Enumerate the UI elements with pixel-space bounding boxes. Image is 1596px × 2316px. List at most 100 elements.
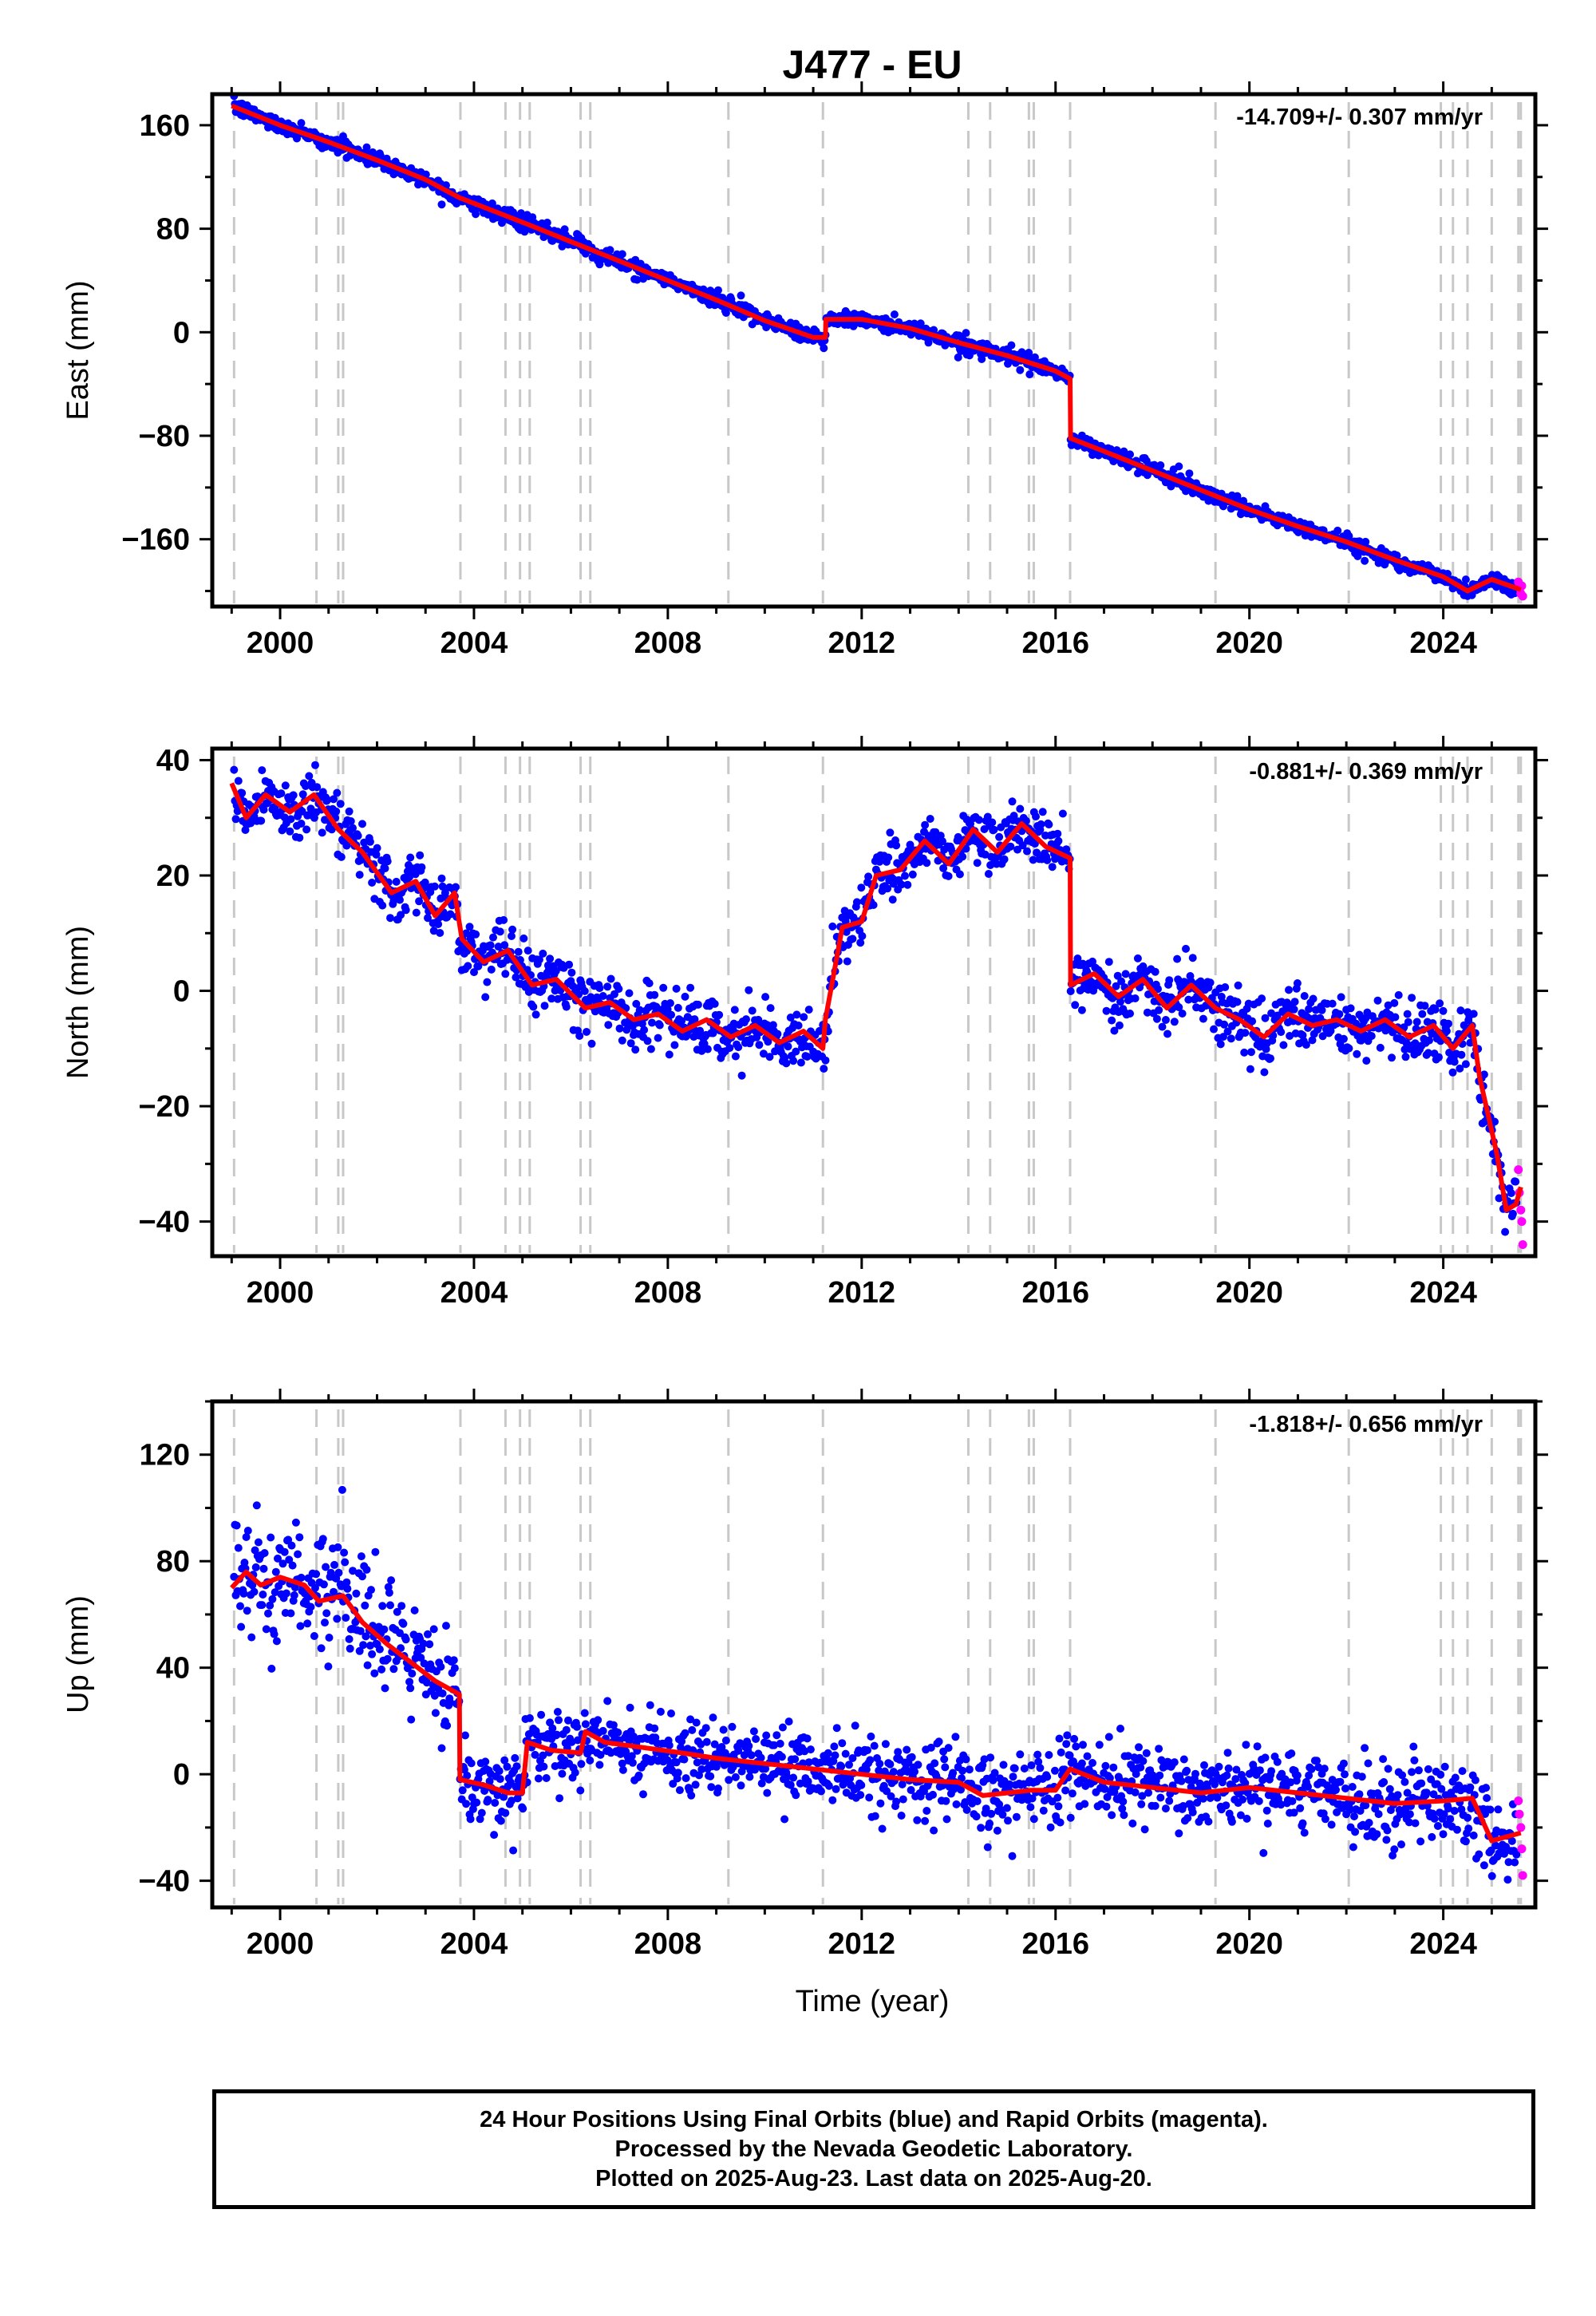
final-orbit-points bbox=[230, 761, 1521, 1236]
final-orbit-point bbox=[1010, 1764, 1019, 1773]
final-orbit-point bbox=[1436, 1770, 1445, 1779]
final-orbit-point bbox=[628, 1758, 637, 1767]
final-orbit-point bbox=[289, 791, 298, 800]
final-orbit-point bbox=[1349, 1843, 1357, 1852]
final-orbit-point bbox=[434, 920, 443, 928]
final-orbit-point bbox=[290, 1583, 299, 1592]
final-orbit-point bbox=[765, 1053, 774, 1061]
final-orbit-point bbox=[990, 825, 998, 834]
final-orbit-point bbox=[248, 1581, 257, 1590]
final-orbit-point bbox=[1321, 1815, 1329, 1824]
final-orbit-point bbox=[697, 1765, 706, 1773]
final-orbit-point bbox=[514, 947, 523, 956]
final-orbit-point bbox=[986, 1819, 994, 1828]
final-orbit-point bbox=[542, 1774, 551, 1782]
final-orbit-point bbox=[370, 1669, 379, 1678]
final-orbit-point bbox=[1121, 970, 1130, 978]
final-orbit-point bbox=[1261, 1753, 1270, 1762]
final-orbit-point bbox=[1032, 812, 1040, 821]
final-orbit-point bbox=[288, 1561, 297, 1570]
final-orbit-point bbox=[777, 1753, 786, 1761]
final-orbit-point bbox=[1350, 1812, 1358, 1820]
final-orbit-point bbox=[1204, 496, 1213, 505]
final-orbit-point bbox=[625, 989, 634, 998]
final-orbit-point bbox=[803, 1734, 812, 1743]
final-orbit-point bbox=[1062, 845, 1071, 854]
rapid-orbit-point bbox=[1514, 1796, 1523, 1805]
footer-line-2: Processed by the Nevada Geodetic Laborat… bbox=[614, 2136, 1133, 2162]
final-orbit-point bbox=[1384, 1001, 1393, 1010]
final-orbit-point bbox=[496, 1816, 505, 1825]
final-orbit-point bbox=[903, 1768, 912, 1776]
final-orbit-point bbox=[486, 941, 495, 950]
final-orbit-point bbox=[591, 1007, 599, 1016]
final-orbit-point bbox=[493, 1791, 502, 1800]
final-orbit-point bbox=[297, 820, 306, 828]
final-orbit-point bbox=[483, 978, 492, 986]
final-orbit-point bbox=[1365, 1819, 1373, 1827]
final-orbit-point bbox=[640, 1026, 649, 1034]
final-orbit-point bbox=[1131, 1788, 1140, 1796]
final-orbit-point bbox=[1279, 1041, 1288, 1049]
final-orbit-point bbox=[762, 1731, 771, 1740]
final-orbit-point bbox=[687, 1791, 696, 1800]
final-orbit-point bbox=[243, 1607, 251, 1615]
final-orbit-point bbox=[677, 1743, 685, 1752]
final-orbit-point bbox=[1456, 1064, 1464, 1073]
final-orbit-point bbox=[296, 1622, 305, 1630]
final-orbit-point bbox=[730, 1006, 739, 1014]
final-orbit-point bbox=[604, 1021, 613, 1030]
final-orbit-point bbox=[1263, 1820, 1272, 1828]
final-orbit-point bbox=[472, 1798, 481, 1807]
final-orbit-point bbox=[856, 1791, 865, 1800]
final-orbit-point bbox=[537, 1710, 546, 1719]
final-orbit-point bbox=[962, 844, 970, 853]
final-orbit-point bbox=[737, 1781, 745, 1790]
final-orbit-point bbox=[886, 1760, 895, 1769]
final-orbit-point bbox=[1241, 1779, 1250, 1788]
final-orbit-point bbox=[463, 1771, 472, 1780]
final-orbit-point bbox=[467, 1759, 476, 1768]
panels: 2000 2004 2008 2012 2016 2020 2024160800−80−16… bbox=[61, 81, 1548, 1961]
final-orbit-point bbox=[901, 871, 909, 880]
final-orbit-point bbox=[343, 1584, 352, 1593]
final-orbit-point bbox=[626, 1703, 634, 1712]
final-orbit-point bbox=[321, 1618, 329, 1627]
final-orbit-point bbox=[1175, 1003, 1183, 1012]
final-orbit-point bbox=[1109, 1763, 1118, 1772]
final-orbit-point bbox=[989, 1776, 998, 1784]
final-orbit-point bbox=[259, 1564, 268, 1573]
final-orbit-point bbox=[670, 1041, 679, 1049]
rapid-orbit-point bbox=[1518, 591, 1527, 601]
final-orbit-point bbox=[280, 1547, 289, 1556]
final-orbit-point bbox=[731, 1773, 740, 1781]
final-orbit-point bbox=[1045, 820, 1053, 829]
final-orbit-point bbox=[1367, 1032, 1376, 1041]
final-orbit-point bbox=[693, 1758, 701, 1767]
final-orbit-point bbox=[1131, 994, 1140, 1002]
final-orbit-point bbox=[1118, 1804, 1127, 1813]
final-orbit-point bbox=[757, 1779, 766, 1788]
final-orbit-point bbox=[284, 1535, 293, 1544]
final-orbit-point bbox=[1173, 954, 1182, 963]
final-orbit-point bbox=[465, 923, 474, 931]
final-orbit-point bbox=[1009, 812, 1018, 820]
x-tick-label: 2000 bbox=[247, 1276, 314, 1310]
final-orbit-point bbox=[501, 970, 510, 978]
final-orbit-point bbox=[1133, 954, 1142, 962]
final-orbit-point bbox=[567, 1737, 576, 1746]
final-orbit-point bbox=[669, 1780, 678, 1788]
final-orbit-point bbox=[1401, 1053, 1410, 1061]
final-orbit-point bbox=[869, 901, 878, 909]
final-orbit-point bbox=[1210, 1025, 1218, 1034]
final-orbit-point bbox=[1029, 1815, 1038, 1824]
final-orbit-point bbox=[571, 1769, 579, 1777]
final-orbit-point bbox=[755, 1041, 764, 1049]
final-orbit-point bbox=[1116, 1725, 1124, 1733]
final-orbit-point bbox=[759, 1049, 768, 1058]
final-orbit-point bbox=[1416, 1837, 1425, 1846]
final-orbit-point bbox=[940, 1755, 949, 1764]
final-orbit-point bbox=[981, 850, 990, 859]
final-orbit-point bbox=[1361, 537, 1370, 546]
final-orbit-point bbox=[1206, 978, 1215, 987]
